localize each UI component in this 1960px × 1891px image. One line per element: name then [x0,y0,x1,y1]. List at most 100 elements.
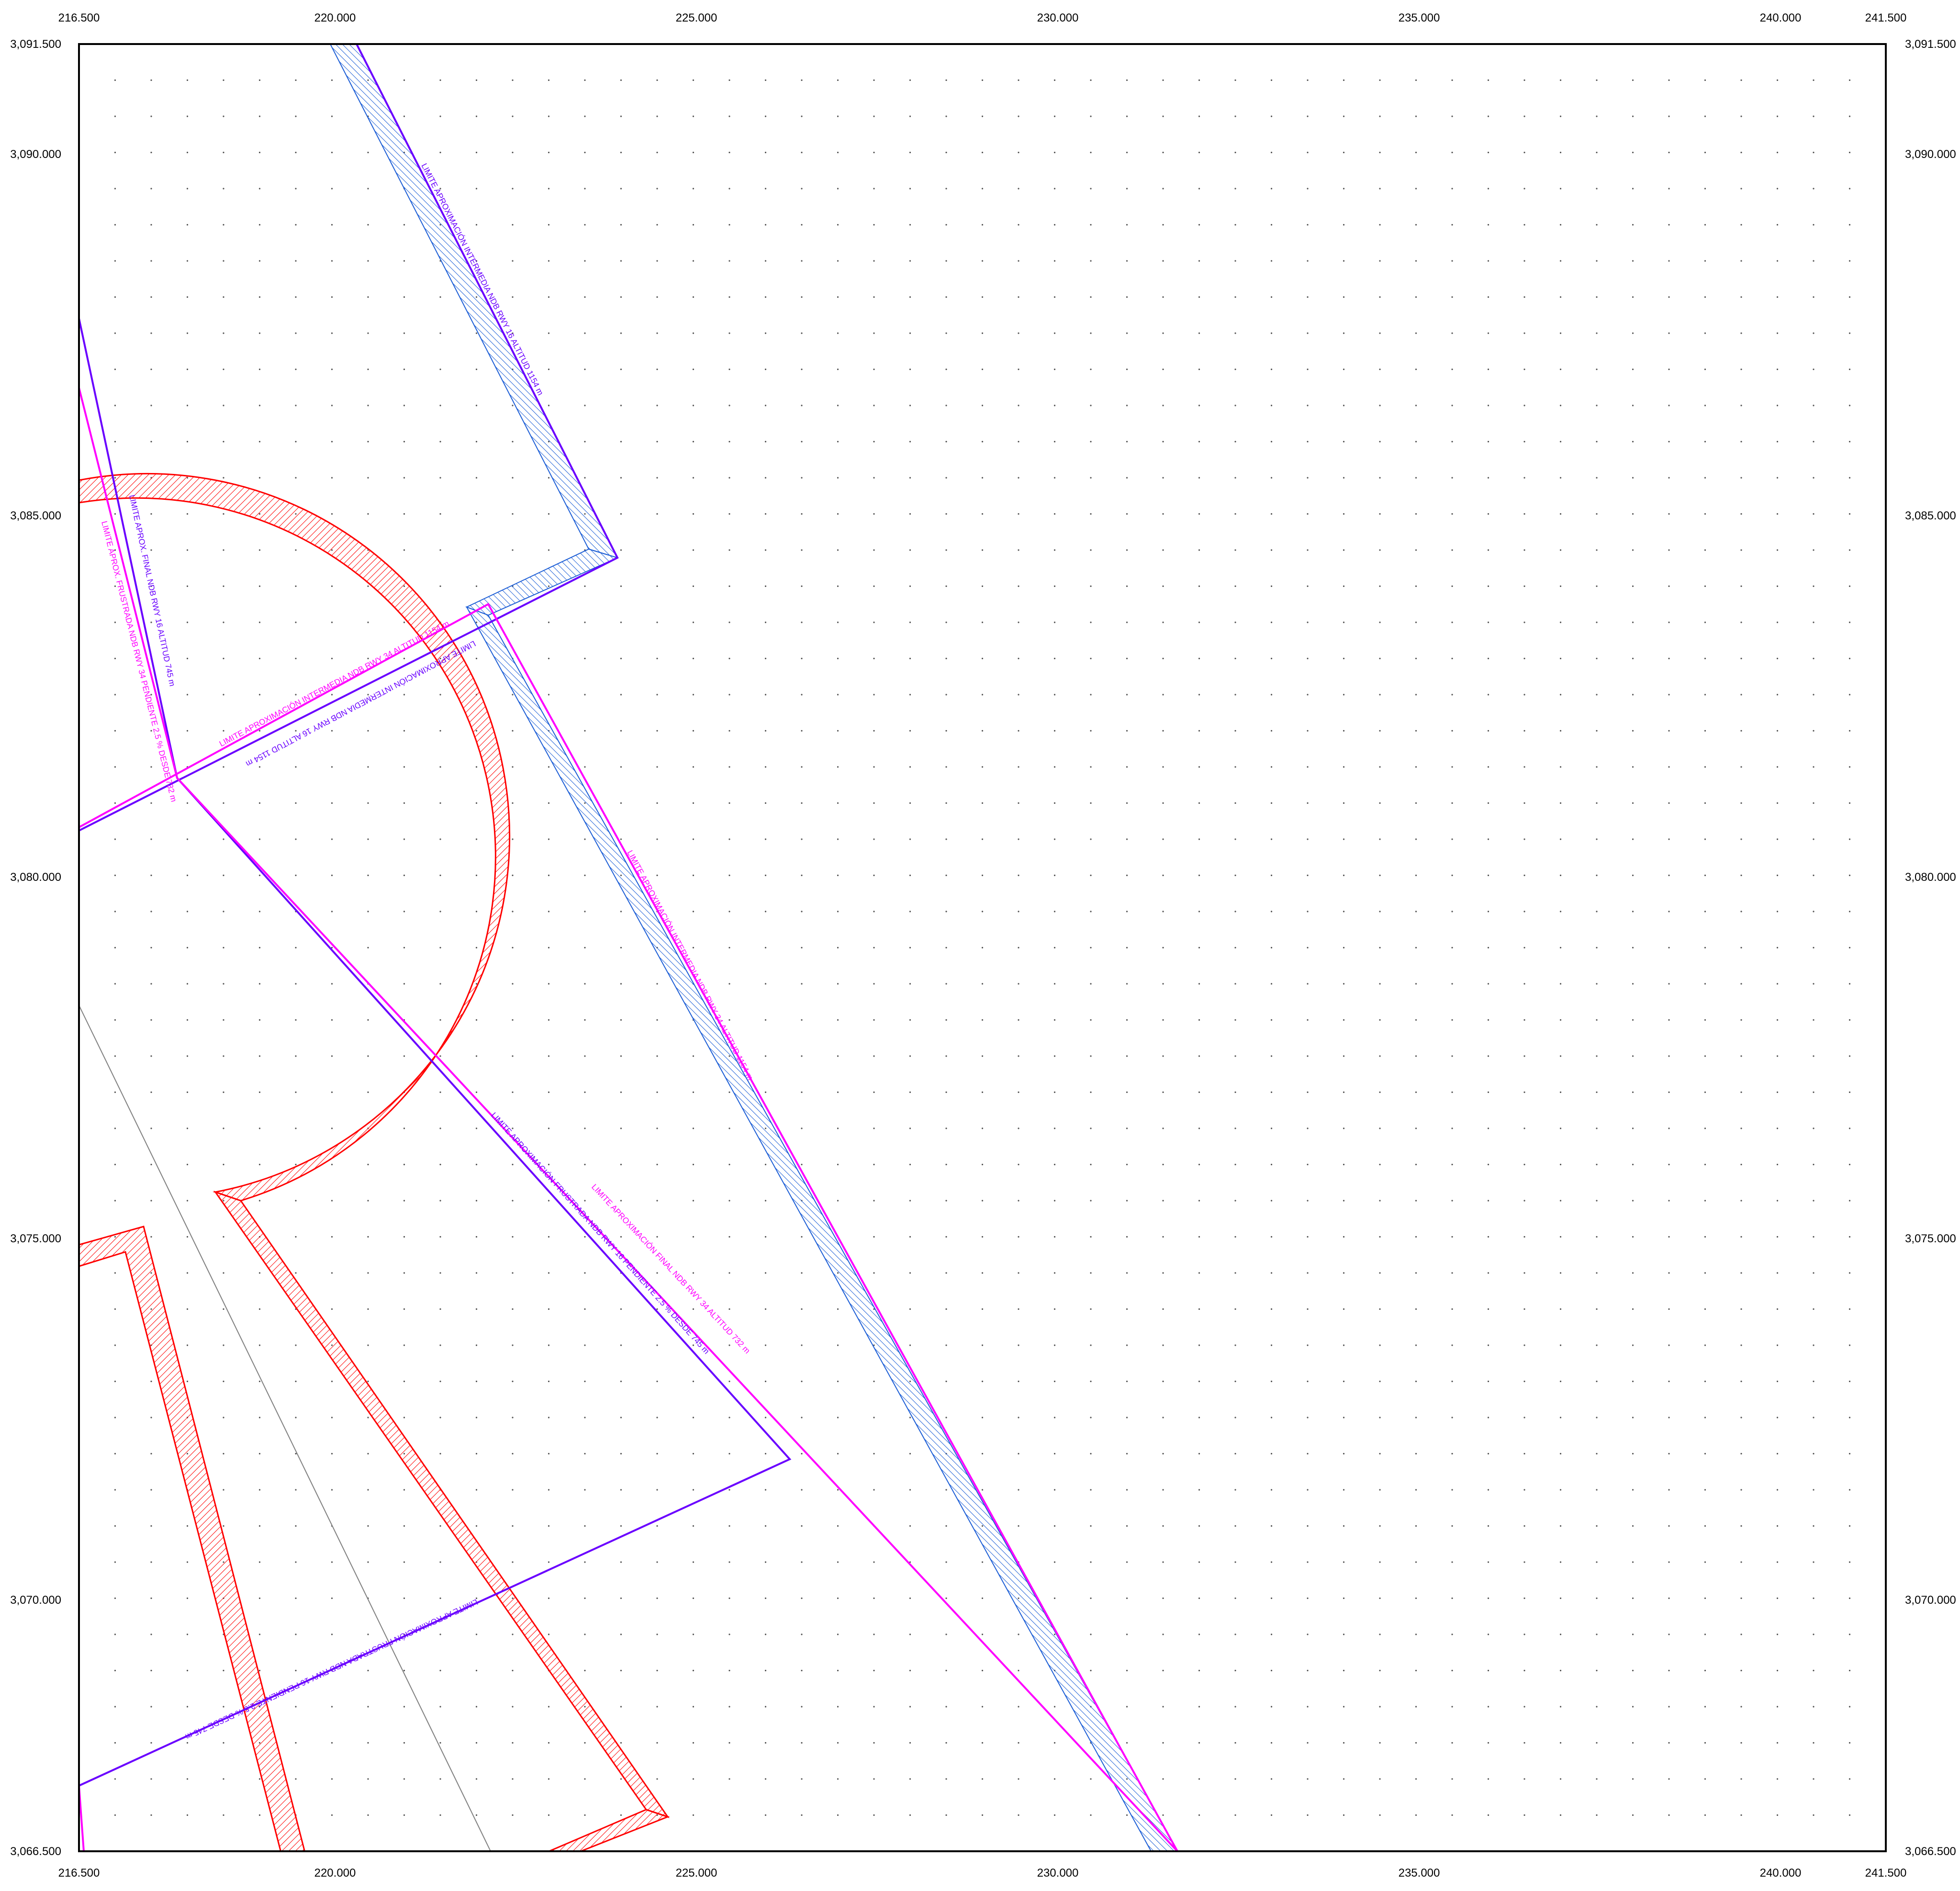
grid-dot [223,115,224,117]
grid-dot [692,730,694,732]
grid-dot [1234,657,1236,660]
grid-dot [1776,911,1779,912]
grid-dot [1523,1742,1525,1744]
grid-dot [295,838,297,840]
grid-dot [764,983,767,985]
grid-dot [620,296,622,298]
grid-dot [258,1344,261,1346]
grid-dot [764,766,767,768]
grid-dot [692,1561,694,1563]
grid-dot [1343,874,1345,877]
grid-dot [584,1778,586,1780]
grid-dot [728,1236,730,1238]
grid-dot [186,151,189,154]
grid-dot [1234,296,1236,298]
grid-dot [295,694,297,696]
grid-dot [620,585,622,587]
grid-dot [1053,1814,1056,1816]
grid-dot [1451,1308,1453,1310]
grid-dot [1270,477,1273,479]
grid-dot [1379,657,1381,660]
grid-dot [1704,946,1706,949]
grid-dot [1632,694,1634,696]
grid-dot [1451,1742,1453,1744]
grid-dot [1090,440,1092,443]
grid-dot [367,224,369,226]
grid-dot [837,1200,839,1202]
grid-dot [223,1778,224,1780]
grid-dot [728,1163,730,1166]
grid-dot [1126,513,1128,515]
grid-dot [584,368,586,371]
grid-dot [1848,1163,1851,1166]
grid-dot [186,1742,189,1744]
grid-dot [764,477,767,479]
grid-dot [114,911,116,912]
grid-dot [1162,983,1164,985]
grid-dot [331,983,333,985]
grid-dot [692,513,694,515]
grid-dot [981,1489,984,1491]
grid-dot [512,1308,514,1310]
grid-dot [1632,802,1634,804]
grid-dot [1126,1561,1128,1563]
grid-dot [728,1452,730,1455]
grid-dot [1343,1055,1345,1057]
grid-dot [1813,1163,1814,1166]
grid-dot [945,79,947,81]
grid-dot [1018,621,1019,623]
grid-dot [186,549,189,551]
grid-dot [1596,224,1598,226]
grid-dot [1018,440,1019,443]
grid-dot [1018,983,1019,985]
grid-dot [223,983,224,985]
grid-dot [1668,1308,1670,1310]
grid-dot [1776,1706,1779,1708]
grid-dot [909,1236,911,1238]
grid-dot [1523,151,1525,154]
grid-dot [584,1417,586,1418]
grid-dot [1632,766,1634,768]
grid-dot [909,1091,911,1093]
grid-dot [114,838,116,840]
grid-dot [1668,115,1670,117]
grid-dot [1813,115,1814,117]
grid-dot [1848,188,1851,190]
grid-dot [1126,911,1128,912]
grid-dot [1668,946,1670,949]
grid-dot [1415,1236,1417,1238]
grid-dot [1198,1669,1200,1672]
grid-dot [512,1633,514,1635]
grid-dot [692,1597,694,1599]
grid-dot [1415,1127,1417,1129]
grid-dot [186,657,189,660]
grid-dot [909,911,911,912]
grid-dot [1162,1742,1164,1744]
grid-dot [258,983,261,985]
grid-dot [620,1452,622,1455]
grid-dot [728,911,730,912]
grid-dot [331,1814,333,1816]
grid-dot [331,1489,333,1491]
y-tick-label: 3,070.000 [10,1594,61,1607]
grid-dot [1162,260,1164,262]
grid-dot [114,1525,116,1527]
grid-dot [1668,368,1670,371]
grid-dot [1090,1200,1092,1202]
grid-dot [1523,1308,1525,1310]
grid-dot [981,260,984,262]
grid-dot [1307,440,1309,443]
grid-dot [223,260,224,262]
grid-dot [1198,296,1200,298]
grid-dot [692,115,694,117]
grid-dot [295,1380,297,1383]
grid-dot [1343,332,1345,334]
grid-dot [981,115,984,117]
grid-dot [295,1019,297,1021]
grid-dot [1126,260,1128,262]
grid-dot [1848,440,1851,443]
grid-dot [1307,549,1309,551]
grid-dot [367,1525,369,1527]
grid-dot [114,151,116,154]
grid-dot [114,1452,116,1455]
